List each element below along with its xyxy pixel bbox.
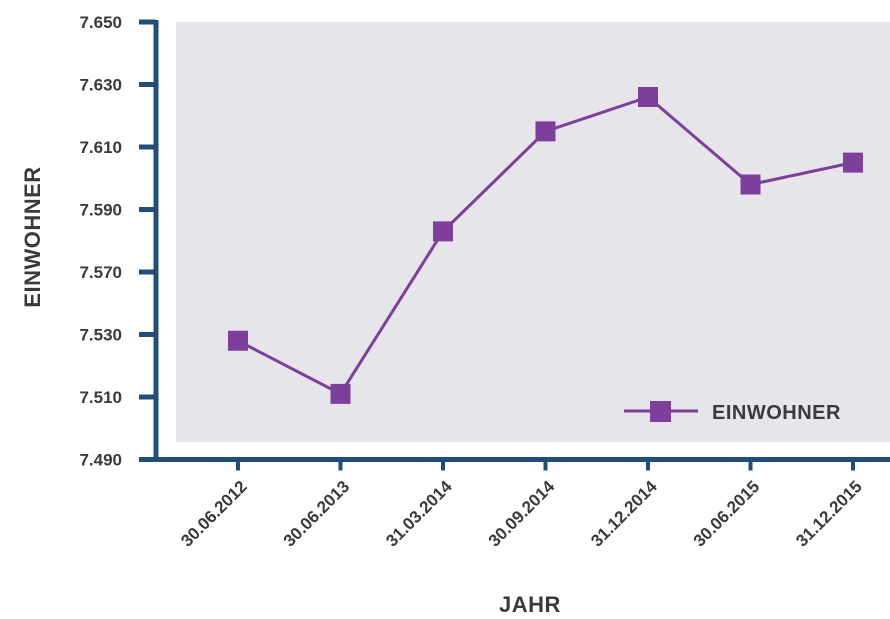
x-axis-title: JAHR xyxy=(499,592,561,617)
x-tick-label: 30.09.2014 xyxy=(485,477,559,551)
legend-label: EINWOHNER xyxy=(712,402,841,424)
data-point-marker xyxy=(330,383,351,404)
series-layer xyxy=(228,87,863,404)
legend: EINWOHNER xyxy=(624,401,841,424)
y-tick-label: 7.610 xyxy=(79,138,122,157)
data-point-marker xyxy=(228,330,248,351)
data-point-marker xyxy=(535,121,556,142)
x-tick-label: 31.03.2014 xyxy=(382,477,456,551)
legend-marker xyxy=(650,401,671,422)
x-tick-label: 31.12.2015 xyxy=(792,477,866,551)
y-tick-label: 7.630 xyxy=(79,76,122,95)
data-point-marker xyxy=(433,221,453,242)
x-tick-label: 31.12.2014 xyxy=(587,477,661,551)
data-point-marker xyxy=(638,87,658,107)
y-tick-label: 7.570 xyxy=(79,263,122,282)
x-tick-label: 30.06.2013 xyxy=(280,477,354,551)
x-tick-label: 30.06.2015 xyxy=(690,477,764,551)
y-tick-label: 7.650 xyxy=(79,13,122,32)
y-tick-label: 7.530 xyxy=(79,326,122,345)
data-point-marker xyxy=(843,152,863,173)
x-tick-label: 30.06.2012 xyxy=(177,477,251,551)
y-tick-label: 7.490 xyxy=(79,451,122,470)
y-tick-label: 7.590 xyxy=(79,201,122,220)
data-point-marker xyxy=(740,174,761,195)
y-tick-label: 7.510 xyxy=(79,388,122,407)
x-axis-ticks: 30.06.2012 30.06.2013 31.03.2014 30.09.2014… xyxy=(177,459,866,551)
axes xyxy=(139,20,890,462)
plot-area-background xyxy=(176,22,890,442)
y-axis-title: EINWOHNER xyxy=(20,166,45,307)
y-axis-ticks: 7.650 7.630 7.610 7.590 7.570 7.530 7.510 7.490 xyxy=(79,13,156,470)
